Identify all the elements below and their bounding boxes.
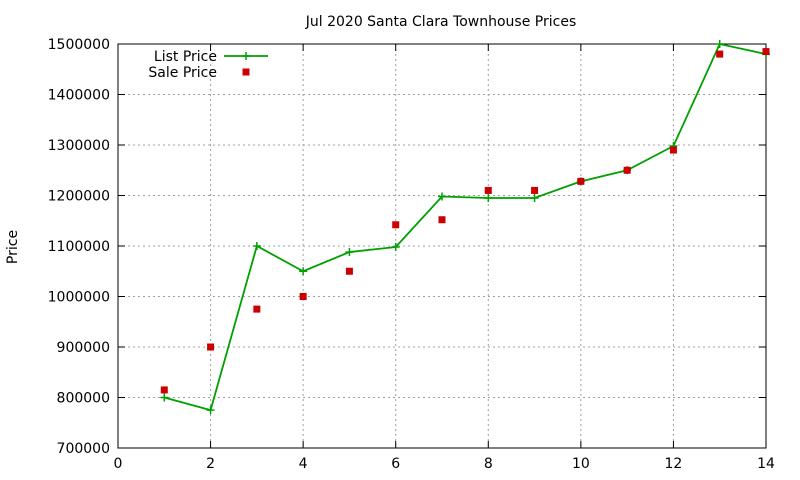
series-layer bbox=[160, 40, 770, 415]
x-tick-label: 6 bbox=[391, 456, 400, 472]
sale-price-series bbox=[160, 48, 770, 394]
y-tick-label: 1000000 bbox=[48, 290, 110, 306]
sale-price-point bbox=[345, 267, 353, 275]
list-price-point bbox=[345, 248, 354, 257]
y-tick-label: 1500000 bbox=[48, 37, 110, 53]
x-tick-label: 12 bbox=[665, 456, 683, 472]
list-price-point bbox=[160, 393, 169, 402]
x-tick-label: 4 bbox=[299, 456, 308, 472]
x-tick-label: 14 bbox=[757, 456, 775, 472]
sale-price-point bbox=[207, 343, 215, 351]
grid-lines bbox=[118, 44, 766, 448]
list-price-point bbox=[391, 243, 400, 252]
sale-price-point bbox=[669, 146, 677, 154]
y-tick-label: 1300000 bbox=[48, 138, 110, 154]
sale-price-point bbox=[253, 305, 261, 313]
sale-price-point bbox=[160, 386, 168, 394]
list-price-point bbox=[206, 406, 215, 415]
y-tick-label: 900000 bbox=[57, 340, 110, 356]
list-price-point bbox=[242, 52, 250, 60]
sale-price-point bbox=[299, 293, 307, 300]
list-price-point bbox=[252, 242, 261, 250]
x-tick-label: 8 bbox=[484, 456, 493, 472]
y-tick-label: 1100000 bbox=[48, 239, 110, 255]
sale-price-point bbox=[762, 48, 770, 56]
list-price-point bbox=[438, 192, 446, 201]
list-price-point bbox=[530, 194, 539, 203]
x-tick-label: 10 bbox=[572, 456, 590, 472]
sale-price-point bbox=[577, 177, 585, 185]
sale-price-point bbox=[716, 50, 724, 58]
list-price-point bbox=[299, 267, 308, 276]
x-tick-label: 2 bbox=[206, 456, 215, 472]
sale-price-point bbox=[531, 186, 539, 194]
y-tick-label: 800000 bbox=[57, 391, 110, 407]
chart-title: Jul 2020 Santa Clara Townhouse Prices bbox=[305, 14, 576, 30]
list-price-point bbox=[715, 40, 724, 48]
list-price-line bbox=[164, 42, 767, 412]
list-price-point bbox=[484, 194, 493, 203]
plot-frame bbox=[117, 43, 767, 449]
sale-price-point bbox=[392, 221, 400, 229]
legend-label: Sale Price bbox=[148, 65, 217, 81]
legend-marker bbox=[242, 68, 250, 76]
y-tick-label: 1400000 bbox=[48, 88, 110, 104]
sale-price-point bbox=[623, 166, 631, 174]
y-axis-label: Price bbox=[5, 230, 21, 264]
sale-price-point bbox=[484, 186, 492, 194]
legend-label: List Price bbox=[154, 49, 217, 65]
axis-ticks: 0 2 4 6 8 10 12 14 700000 800000 900000 1000000 1100… bbox=[48, 37, 775, 472]
sale-price-point bbox=[438, 216, 446, 224]
list-price-series bbox=[160, 40, 770, 415]
y-tick-label: 1200000 bbox=[48, 189, 110, 205]
x-tick-label: 0 bbox=[114, 456, 123, 472]
y-tick-label: 700000 bbox=[57, 441, 110, 457]
